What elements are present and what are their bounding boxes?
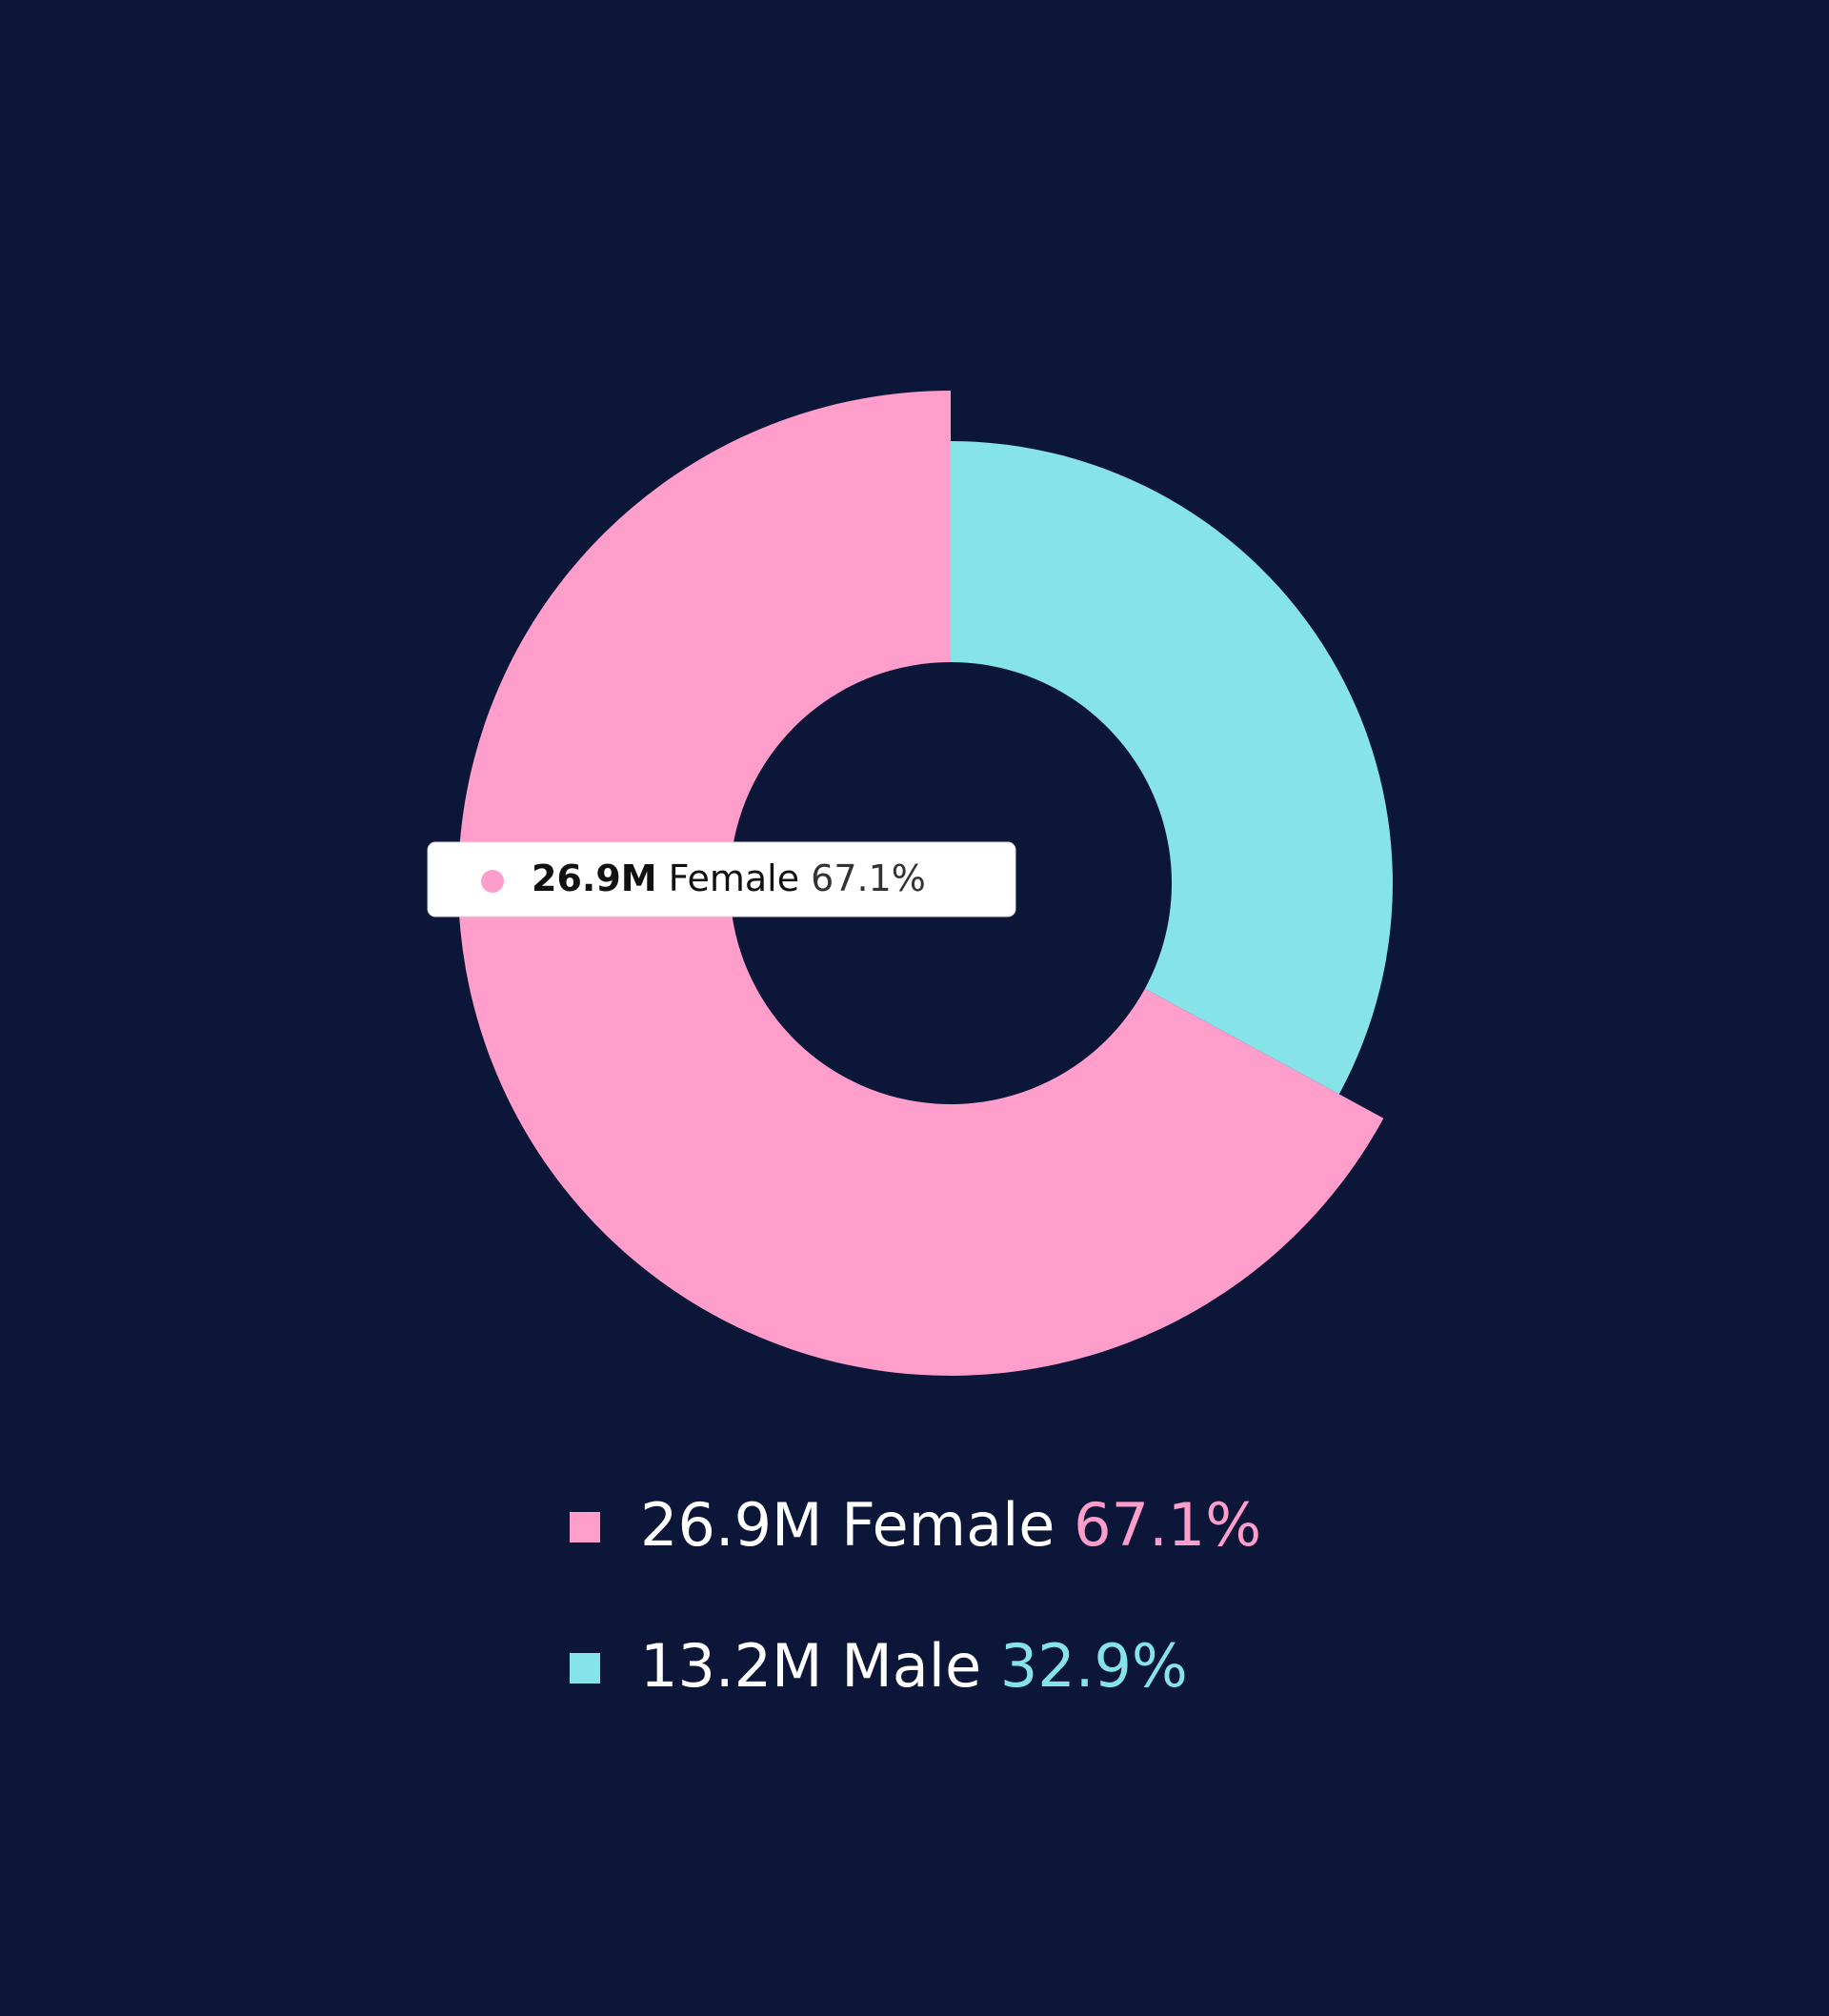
legend-entry: 13.2M Male 32.9% — [640, 1631, 1188, 1701]
legend-percent: 67.1% — [1074, 1490, 1261, 1560]
donut-slice[interactable] — [458, 391, 1384, 1377]
legend-swatch — [570, 1653, 600, 1683]
tooltip: 26.9M Female 67.1% — [427, 841, 1016, 917]
legend-percent: 32.9% — [1000, 1631, 1188, 1701]
legend-value: 13.2M — [640, 1631, 823, 1701]
tooltip-text: 26.9M Female 67.1% — [532, 857, 926, 899]
legend-value: 26.9M — [640, 1490, 823, 1560]
legend: 26.9M Female 67.1% 13.2M Male 32.9% — [570, 1490, 1261, 1701]
tooltip-label: Female — [669, 857, 799, 899]
tooltip-value: 26.9M — [532, 857, 657, 899]
legend-label: Male — [841, 1631, 981, 1701]
tooltip-dot — [481, 870, 504, 893]
donut-slice[interactable] — [951, 441, 1393, 1095]
tooltip-percent: 67.1% — [811, 857, 926, 899]
donut — [458, 391, 1393, 1377]
legend-label: Female — [841, 1490, 1055, 1560]
tooltip-box — [427, 841, 1016, 917]
legend-entry: 26.9M Female 67.1% — [640, 1490, 1261, 1560]
legend-swatch — [570, 1512, 600, 1542]
